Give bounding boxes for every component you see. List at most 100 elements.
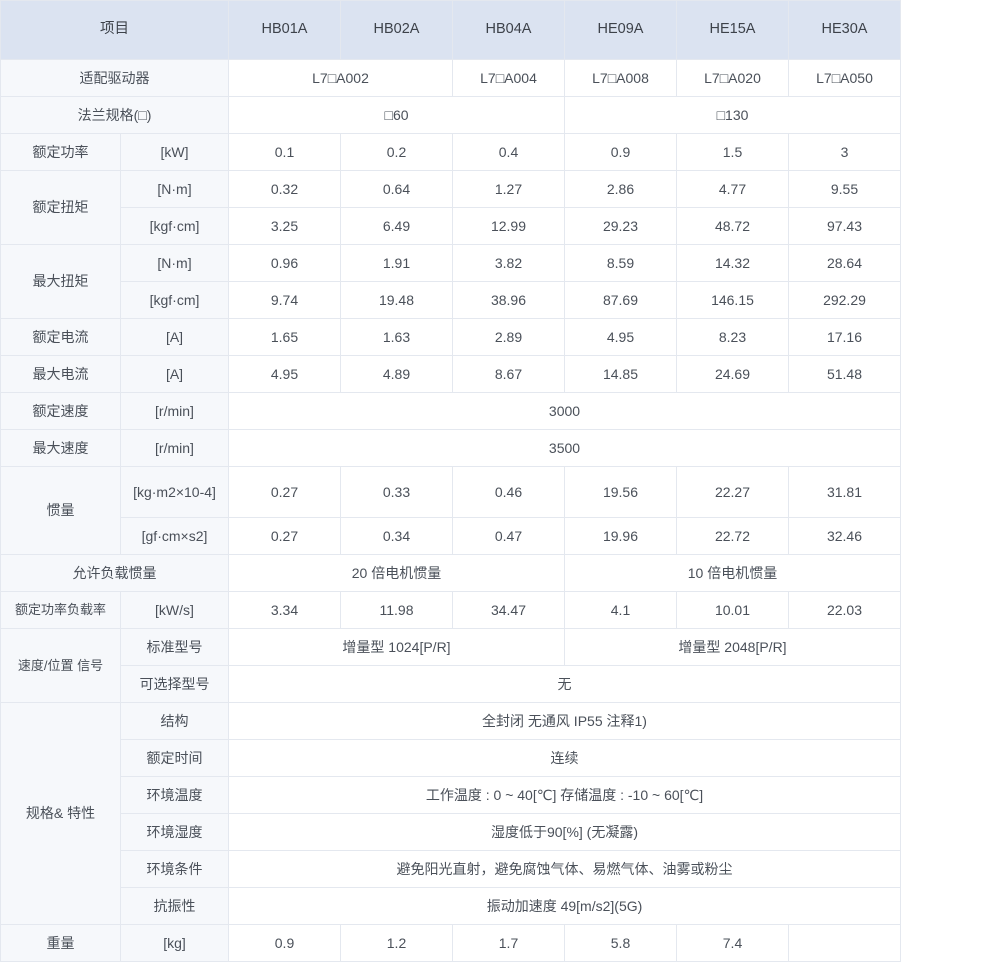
row-unit-max-torque-kgf: [kgf·cm] [120, 281, 229, 319]
cell-inertia-gf-4: 22.72 [676, 517, 789, 555]
row-unit-rated-speed: [r/min] [120, 392, 229, 430]
row-label-max-speed: 最大速度 [0, 429, 121, 467]
row-sublabel-signal-optional: 可选择型号 [120, 665, 229, 703]
header-model-he09a: HE09A [564, 0, 677, 60]
cell-rated-current-1: 1.63 [340, 318, 453, 356]
cell-weight-4: 7.4 [676, 924, 789, 962]
table-row-rated-torque-nm: 额定扭矩 [N·m] 0.32 0.64 1.27 2.86 4.77 9.55 [0, 170, 901, 245]
row-label-rated-power: 额定功率 [0, 133, 121, 171]
table-row-rated-speed: 额定速度 [r/min] 3000 [0, 392, 901, 430]
cell-signal-standard-1: 增量型 2048[P/R] [564, 628, 901, 666]
cell-weight-5 [788, 924, 901, 962]
table-row-spec-temperature: 环境温度 工作温度 : 0 ~ 40[℃] 存储温度 : -10 ~ 60[℃] [1, 776, 901, 814]
header-model-hb01a: HB01A [228, 0, 341, 60]
cell-conditions: 避免阳光直射，避免腐蚀气体、易燃气体、油雾或粉尘 [228, 850, 901, 888]
cell-inertia-kg-5: 31.81 [788, 466, 901, 518]
cell-load-inertia-0: 20 倍电机惯量 [228, 554, 565, 592]
cell-driver-3: L7□A020 [676, 59, 789, 97]
cell-signal-optional: 无 [228, 665, 901, 703]
cell-driver-0: L7□A002 [228, 59, 453, 97]
table-row-rated-power: 额定功率 [kW] 0.1 0.2 0.4 0.9 1.5 3 [0, 133, 901, 171]
cell-weight-2: 1.7 [452, 924, 565, 962]
cell-flange-130: □130 [564, 96, 901, 134]
cell-inertia-kg-2: 0.46 [452, 466, 565, 518]
table-row-flange: 法兰规格(□) □60 □130 [0, 96, 901, 134]
table-header: 项目 HB01A HB02A HB04A HE09A HE15A HE30A [0, 0, 901, 60]
cell-max-current-4: 24.69 [676, 355, 789, 393]
cell-max-torque-kgf-4: 146.15 [676, 281, 789, 319]
cell-rated-torque-nm-1: 0.64 [340, 170, 453, 208]
table-row-max-current: 最大电流 [A] 4.95 4.89 8.67 14.85 24.69 51.4… [0, 355, 901, 393]
row-sublabel-humidity: 环境湿度 [120, 813, 229, 851]
cell-rated-torque-nm-4: 4.77 [676, 170, 789, 208]
row-label-max-torque: 最大扭矩 [0, 244, 121, 319]
cell-rated-power-1: 0.2 [340, 133, 453, 171]
motor-specification-table: 项目 HB01A HB02A HB04A HE09A HE15A HE30A 适… [0, 0, 901, 962]
cell-inertia-kg-1: 0.33 [340, 466, 453, 518]
row-label-spec-char: 规格& 特性 [0, 702, 121, 925]
cell-inertia-gf-3: 19.96 [564, 517, 677, 555]
cell-driver-4: L7□A050 [788, 59, 901, 97]
cell-weight-3: 5.8 [564, 924, 677, 962]
row-unit-rated-power: [kW] [120, 133, 229, 171]
table-row-power-rate: 额定功率负载率 [kW/s] 3.34 11.98 34.47 4.1 10.0… [0, 591, 901, 629]
cell-temperature: 工作温度 : 0 ~ 40[℃] 存储温度 : -10 ~ 60[℃] [228, 776, 901, 814]
cell-max-torque-nm-0: 0.96 [228, 244, 341, 282]
row-unit-max-speed: [r/min] [120, 429, 229, 467]
cell-max-torque-kgf-0: 9.74 [228, 281, 341, 319]
cell-rated-power-2: 0.4 [452, 133, 565, 171]
cell-max-current-2: 8.67 [452, 355, 565, 393]
row-sublabel-rated-time: 额定时间 [120, 739, 229, 777]
cell-rated-torque-kgf-1: 6.49 [340, 207, 453, 245]
cell-inertia-kg-4: 22.27 [676, 466, 789, 518]
cell-max-torque-nm-4: 14.32 [676, 244, 789, 282]
table-row-signal-standard: 速度/位置 信号 标准型号 增量型 1024[P/R] 增量型 2048[P/R… [0, 628, 901, 703]
row-sublabel-vibration: 抗振性 [120, 887, 229, 925]
cell-rated-torque-kgf-3: 29.23 [564, 207, 677, 245]
cell-max-speed: 3500 [228, 429, 901, 467]
row-label-rated-current: 额定电流 [0, 318, 121, 356]
cell-power-rate-1: 11.98 [340, 591, 453, 629]
table-row-spec-vibration: 抗振性 振动加速度 49[m/s2](5G) [1, 887, 901, 925]
table-row-spec-rated-time: 额定时间 连续 [1, 739, 901, 777]
cell-rated-torque-nm-0: 0.32 [228, 170, 341, 208]
header-model-he15a: HE15A [676, 0, 789, 60]
row-label-rated-torque: 额定扭矩 [0, 170, 121, 245]
row-label-power-rate: 额定功率负载率 [0, 591, 121, 629]
cell-max-torque-kgf-2: 38.96 [452, 281, 565, 319]
cell-rated-current-5: 17.16 [788, 318, 901, 356]
cell-rated-torque-kgf-4: 48.72 [676, 207, 789, 245]
table-row-inertia-gf: [gf·cm×s2] 0.27 0.34 0.47 19.96 22.72 32… [1, 517, 901, 555]
cell-max-torque-kgf-3: 87.69 [564, 281, 677, 319]
table-row-spec-humidity: 环境湿度 湿度低于90[%] (无凝露) [1, 813, 901, 851]
cell-humidity: 湿度低于90[%] (无凝露) [228, 813, 901, 851]
cell-inertia-kg-3: 19.56 [564, 466, 677, 518]
cell-max-torque-nm-5: 28.64 [788, 244, 901, 282]
cell-rated-torque-kgf-0: 3.25 [228, 207, 341, 245]
cell-inertia-gf-5: 32.46 [788, 517, 901, 555]
header-model-hb02a: HB02A [340, 0, 453, 60]
row-unit-rated-torque-kgf: [kgf·cm] [120, 207, 229, 245]
row-label-rated-speed: 额定速度 [0, 392, 121, 430]
row-unit-weight: [kg] [120, 924, 229, 962]
header-row: 项目 HB01A HB02A HB04A HE09A HE15A HE30A [0, 0, 901, 60]
cell-power-rate-0: 3.34 [228, 591, 341, 629]
cell-inertia-gf-0: 0.27 [228, 517, 341, 555]
table-row-load-inertia: 允许负载惯量 20 倍电机惯量 10 倍电机惯量 [0, 554, 901, 592]
table-row-driver: 适配驱动器 L7□A002 L7□A004 L7□A008 L7□A020 L7… [0, 59, 901, 97]
table-row-inertia-kg: 惯量 [kg·m2×10-4] 0.27 0.33 0.46 19.56 22.… [0, 466, 901, 555]
row-sublabel-temperature: 环境温度 [120, 776, 229, 814]
row-label-flange: 法兰规格(□) [0, 96, 229, 134]
cell-rated-torque-nm-5: 9.55 [788, 170, 901, 208]
cell-load-inertia-1: 10 倍电机惯量 [564, 554, 901, 592]
cell-max-torque-nm-1: 1.91 [340, 244, 453, 282]
row-unit-rated-torque-nm: [N·m] [120, 170, 229, 208]
cell-max-current-1: 4.89 [340, 355, 453, 393]
cell-power-rate-4: 10.01 [676, 591, 789, 629]
row-unit-max-current: [A] [120, 355, 229, 393]
cell-max-current-0: 4.95 [228, 355, 341, 393]
row-label-max-current: 最大电流 [0, 355, 121, 393]
cell-power-rate-5: 22.03 [788, 591, 901, 629]
row-unit-rated-current: [A] [120, 318, 229, 356]
cell-weight-1: 1.2 [340, 924, 453, 962]
